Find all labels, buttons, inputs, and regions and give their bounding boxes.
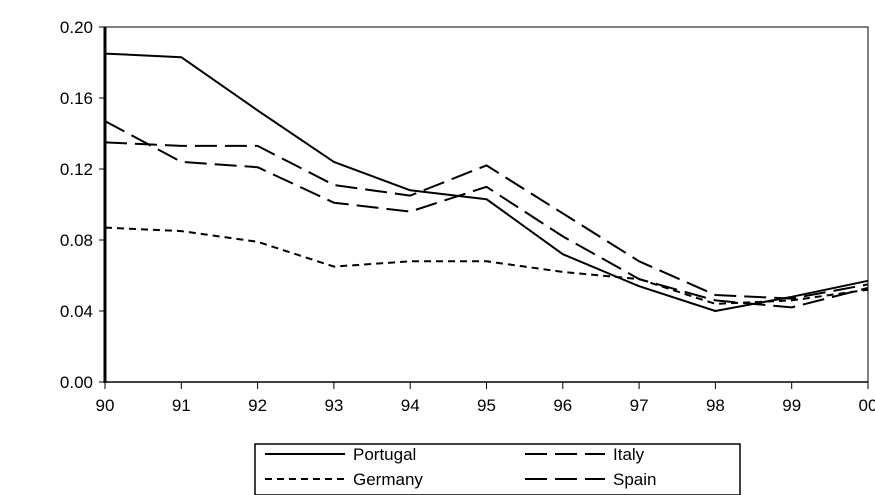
legend: Portugal Italy Germany Spain [254, 443, 741, 495]
series-line-germany [104, 226, 869, 305]
x-tick-label: 00 [859, 396, 875, 415]
y-tick-label: 0.12 [60, 160, 93, 179]
plot-frame [104, 26, 869, 383]
y-axis: 0.00 0.04 0.08 0.12 0.16 0.20 [60, 18, 105, 392]
plot-area [103, 26, 869, 383]
x-tick-label: 95 [477, 396, 496, 415]
y-tick-label: 0.08 [60, 231, 93, 250]
series-lines [104, 52, 869, 312]
x-axis: 90 91 92 93 94 95 96 97 98 99 00 [96, 382, 875, 415]
x-tick-label: 96 [553, 396, 572, 415]
y-tick-label: 0.16 [60, 89, 93, 108]
series-line-spain [104, 120, 869, 309]
legend-label-italy: Italy [613, 445, 645, 464]
x-tick-label: 92 [248, 396, 267, 415]
y-tick-label: 0.04 [60, 302, 93, 321]
series-line-portugal [104, 52, 869, 312]
x-tick-label: 93 [324, 396, 343, 415]
x-tick-label: 91 [172, 396, 191, 415]
legend-label-portugal: Portugal [353, 445, 416, 464]
x-tick-label: 94 [401, 396, 420, 415]
legend-box [254, 443, 741, 495]
x-tick-label: 90 [96, 396, 115, 415]
series-line-italy [104, 141, 869, 300]
x-tick-label: 99 [782, 396, 801, 415]
x-tick-label: 97 [630, 396, 649, 415]
y-tick-label: 0.20 [60, 18, 93, 37]
x-tick-label: 98 [706, 396, 725, 415]
y-tick-label: 0.00 [60, 373, 93, 392]
legend-label-spain: Spain [613, 470, 656, 489]
legend-label-germany: Germany [353, 470, 423, 489]
